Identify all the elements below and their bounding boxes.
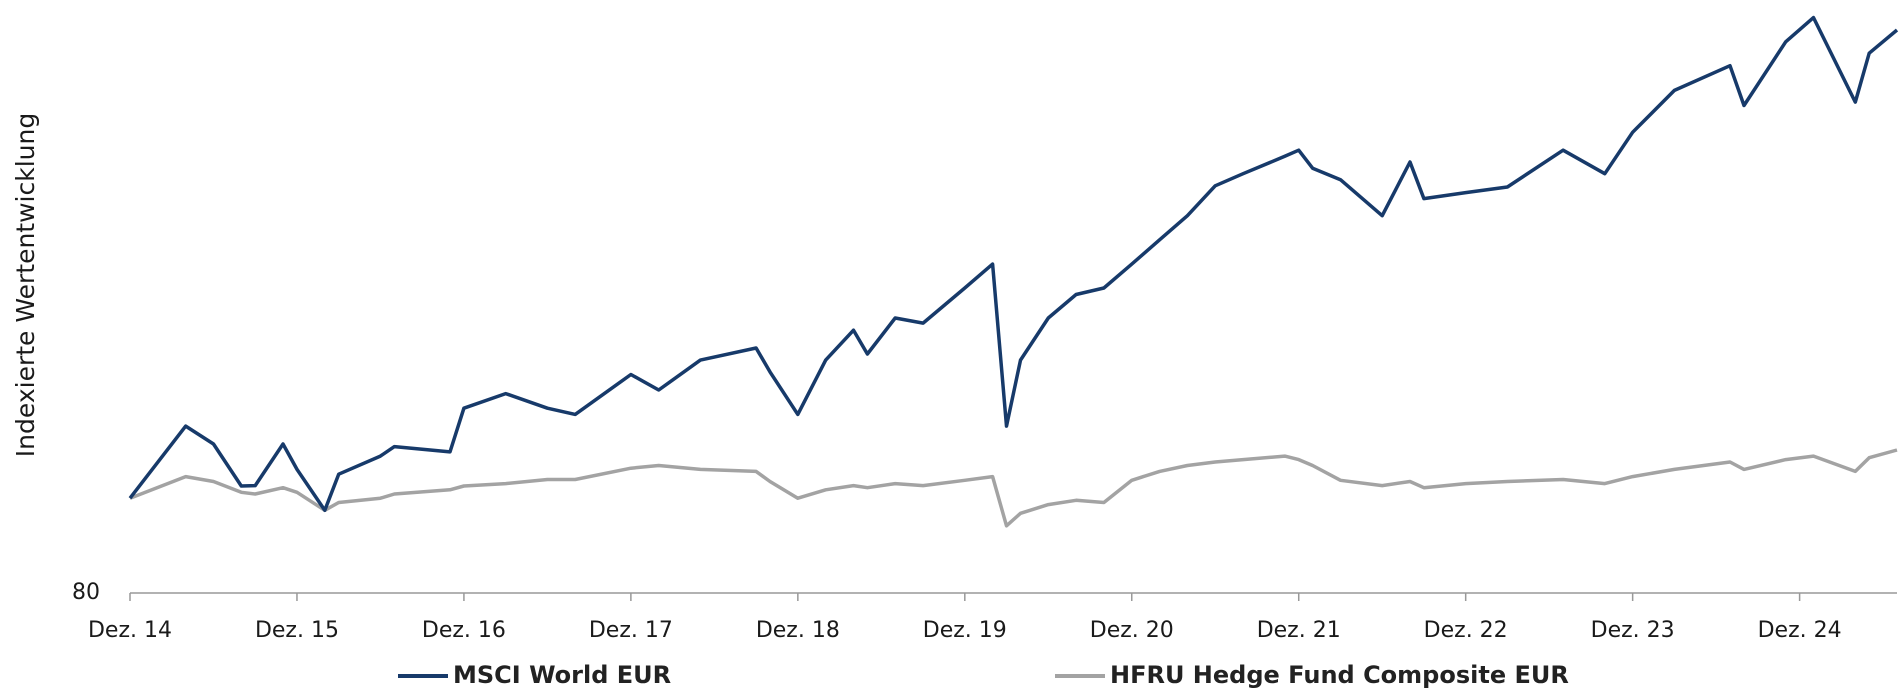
y-axis-label: Indexierte Wertentwicklung — [11, 113, 40, 457]
data-line — [129, 448, 1898, 528]
x-tick-label: Dez. 23 — [1591, 618, 1675, 643]
x-tick-label: Dez. 14 — [88, 618, 172, 643]
x-tick-label: Dez. 22 — [1424, 618, 1508, 643]
x-tick-label: Dez. 24 — [1758, 618, 1842, 643]
x-tick-label: Dez. 16 — [422, 618, 506, 643]
x-tick-label: Dez. 19 — [923, 618, 1007, 643]
x-tick-label: Dez. 18 — [756, 618, 840, 643]
x-tick-label: Dez. 20 — [1090, 618, 1174, 643]
data-line — [128, 15, 1899, 513]
x-tick-label: Dez. 21 — [1257, 618, 1341, 643]
legend-label: HFRU Hedge Fund Composite EUR — [1110, 661, 1569, 689]
x-tick-label: Dez. 15 — [255, 618, 339, 643]
y-tick-label: 80 — [72, 580, 100, 605]
legend-label: MSCI World EUR — [453, 661, 671, 689]
legend: MSCI World EUR HFRU Hedge Fund Composite … — [398, 661, 1569, 689]
x-tick-label: Dez. 17 — [589, 618, 673, 643]
